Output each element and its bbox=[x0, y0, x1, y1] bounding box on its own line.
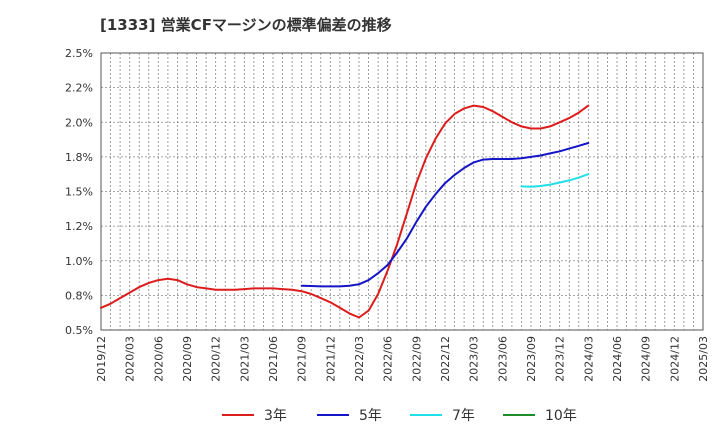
x-tick-label: 2022/12 bbox=[439, 336, 452, 382]
x-tick-label: 2020/12 bbox=[210, 336, 223, 382]
x-tick-label: 2020/06 bbox=[152, 336, 165, 382]
series-line-5年 bbox=[300, 142, 590, 288]
y-tick-label: 2.2% bbox=[65, 82, 93, 95]
chart-title: [1333] 営業CFマージンの標準偏差の推移 bbox=[100, 16, 392, 34]
x-tick-label: 2022/06 bbox=[382, 336, 395, 382]
x-tick-label: 2021/03 bbox=[238, 336, 251, 382]
x-tick-label: 2021/12 bbox=[324, 336, 337, 382]
legend-label: 5年 bbox=[359, 408, 382, 424]
x-axis-ticks: 2019/12 2020/03 2020/06 2020/09 2020/12 2021/… bbox=[95, 336, 710, 382]
x-tick-label: 2022/09 bbox=[410, 336, 423, 382]
x-tick-label: 2021/06 bbox=[267, 336, 280, 382]
y-tick-label: 2.5% bbox=[65, 47, 93, 60]
x-tick-label: 2020/03 bbox=[124, 336, 137, 382]
x-tick-label: 2019/12 bbox=[95, 336, 108, 382]
x-tick-label: 2024/09 bbox=[640, 336, 653, 382]
x-tick-label: 2020/09 bbox=[181, 336, 194, 382]
x-tick-label: 2023/12 bbox=[554, 336, 567, 382]
legend: 3年 5年 7年 10年 bbox=[222, 408, 577, 424]
legend-label: 3年 bbox=[264, 408, 287, 424]
x-tick-label: 2023/03 bbox=[468, 336, 481, 382]
plot-frame bbox=[100, 52, 704, 331]
y-axis-ticks: 0.5% 0.8% 1.0% 1.2% 1.5% 1.8% 2.0% 2.2% 2.5% bbox=[65, 47, 93, 337]
y-tick-label: 0.5% bbox=[65, 324, 93, 337]
grid-layer bbox=[101, 53, 703, 330]
x-tick-label: 2024/06 bbox=[611, 336, 624, 382]
y-tick-label: 0.8% bbox=[65, 289, 93, 302]
legend-label: 10年 bbox=[545, 408, 577, 424]
x-tick-label: 2021/09 bbox=[296, 336, 309, 382]
x-tick-label: 2024/12 bbox=[668, 336, 681, 382]
series-layer bbox=[100, 104, 590, 319]
y-tick-label: 1.2% bbox=[65, 220, 93, 233]
series-line-3年 bbox=[100, 104, 590, 319]
y-tick-label: 1.8% bbox=[65, 151, 93, 164]
x-tick-label: 2022/03 bbox=[353, 336, 366, 382]
x-tick-label: 2025/03 bbox=[697, 336, 710, 382]
y-tick-label: 2.0% bbox=[65, 116, 93, 129]
y-tick-label: 1.0% bbox=[65, 255, 93, 268]
x-tick-label: 2023/06 bbox=[496, 336, 509, 382]
x-tick-label: 2024/03 bbox=[582, 336, 595, 382]
y-tick-label: 1.5% bbox=[65, 186, 93, 199]
legend-label: 7年 bbox=[452, 408, 475, 424]
x-tick-label: 2023/09 bbox=[525, 336, 538, 382]
series-line-7年 bbox=[520, 173, 590, 188]
